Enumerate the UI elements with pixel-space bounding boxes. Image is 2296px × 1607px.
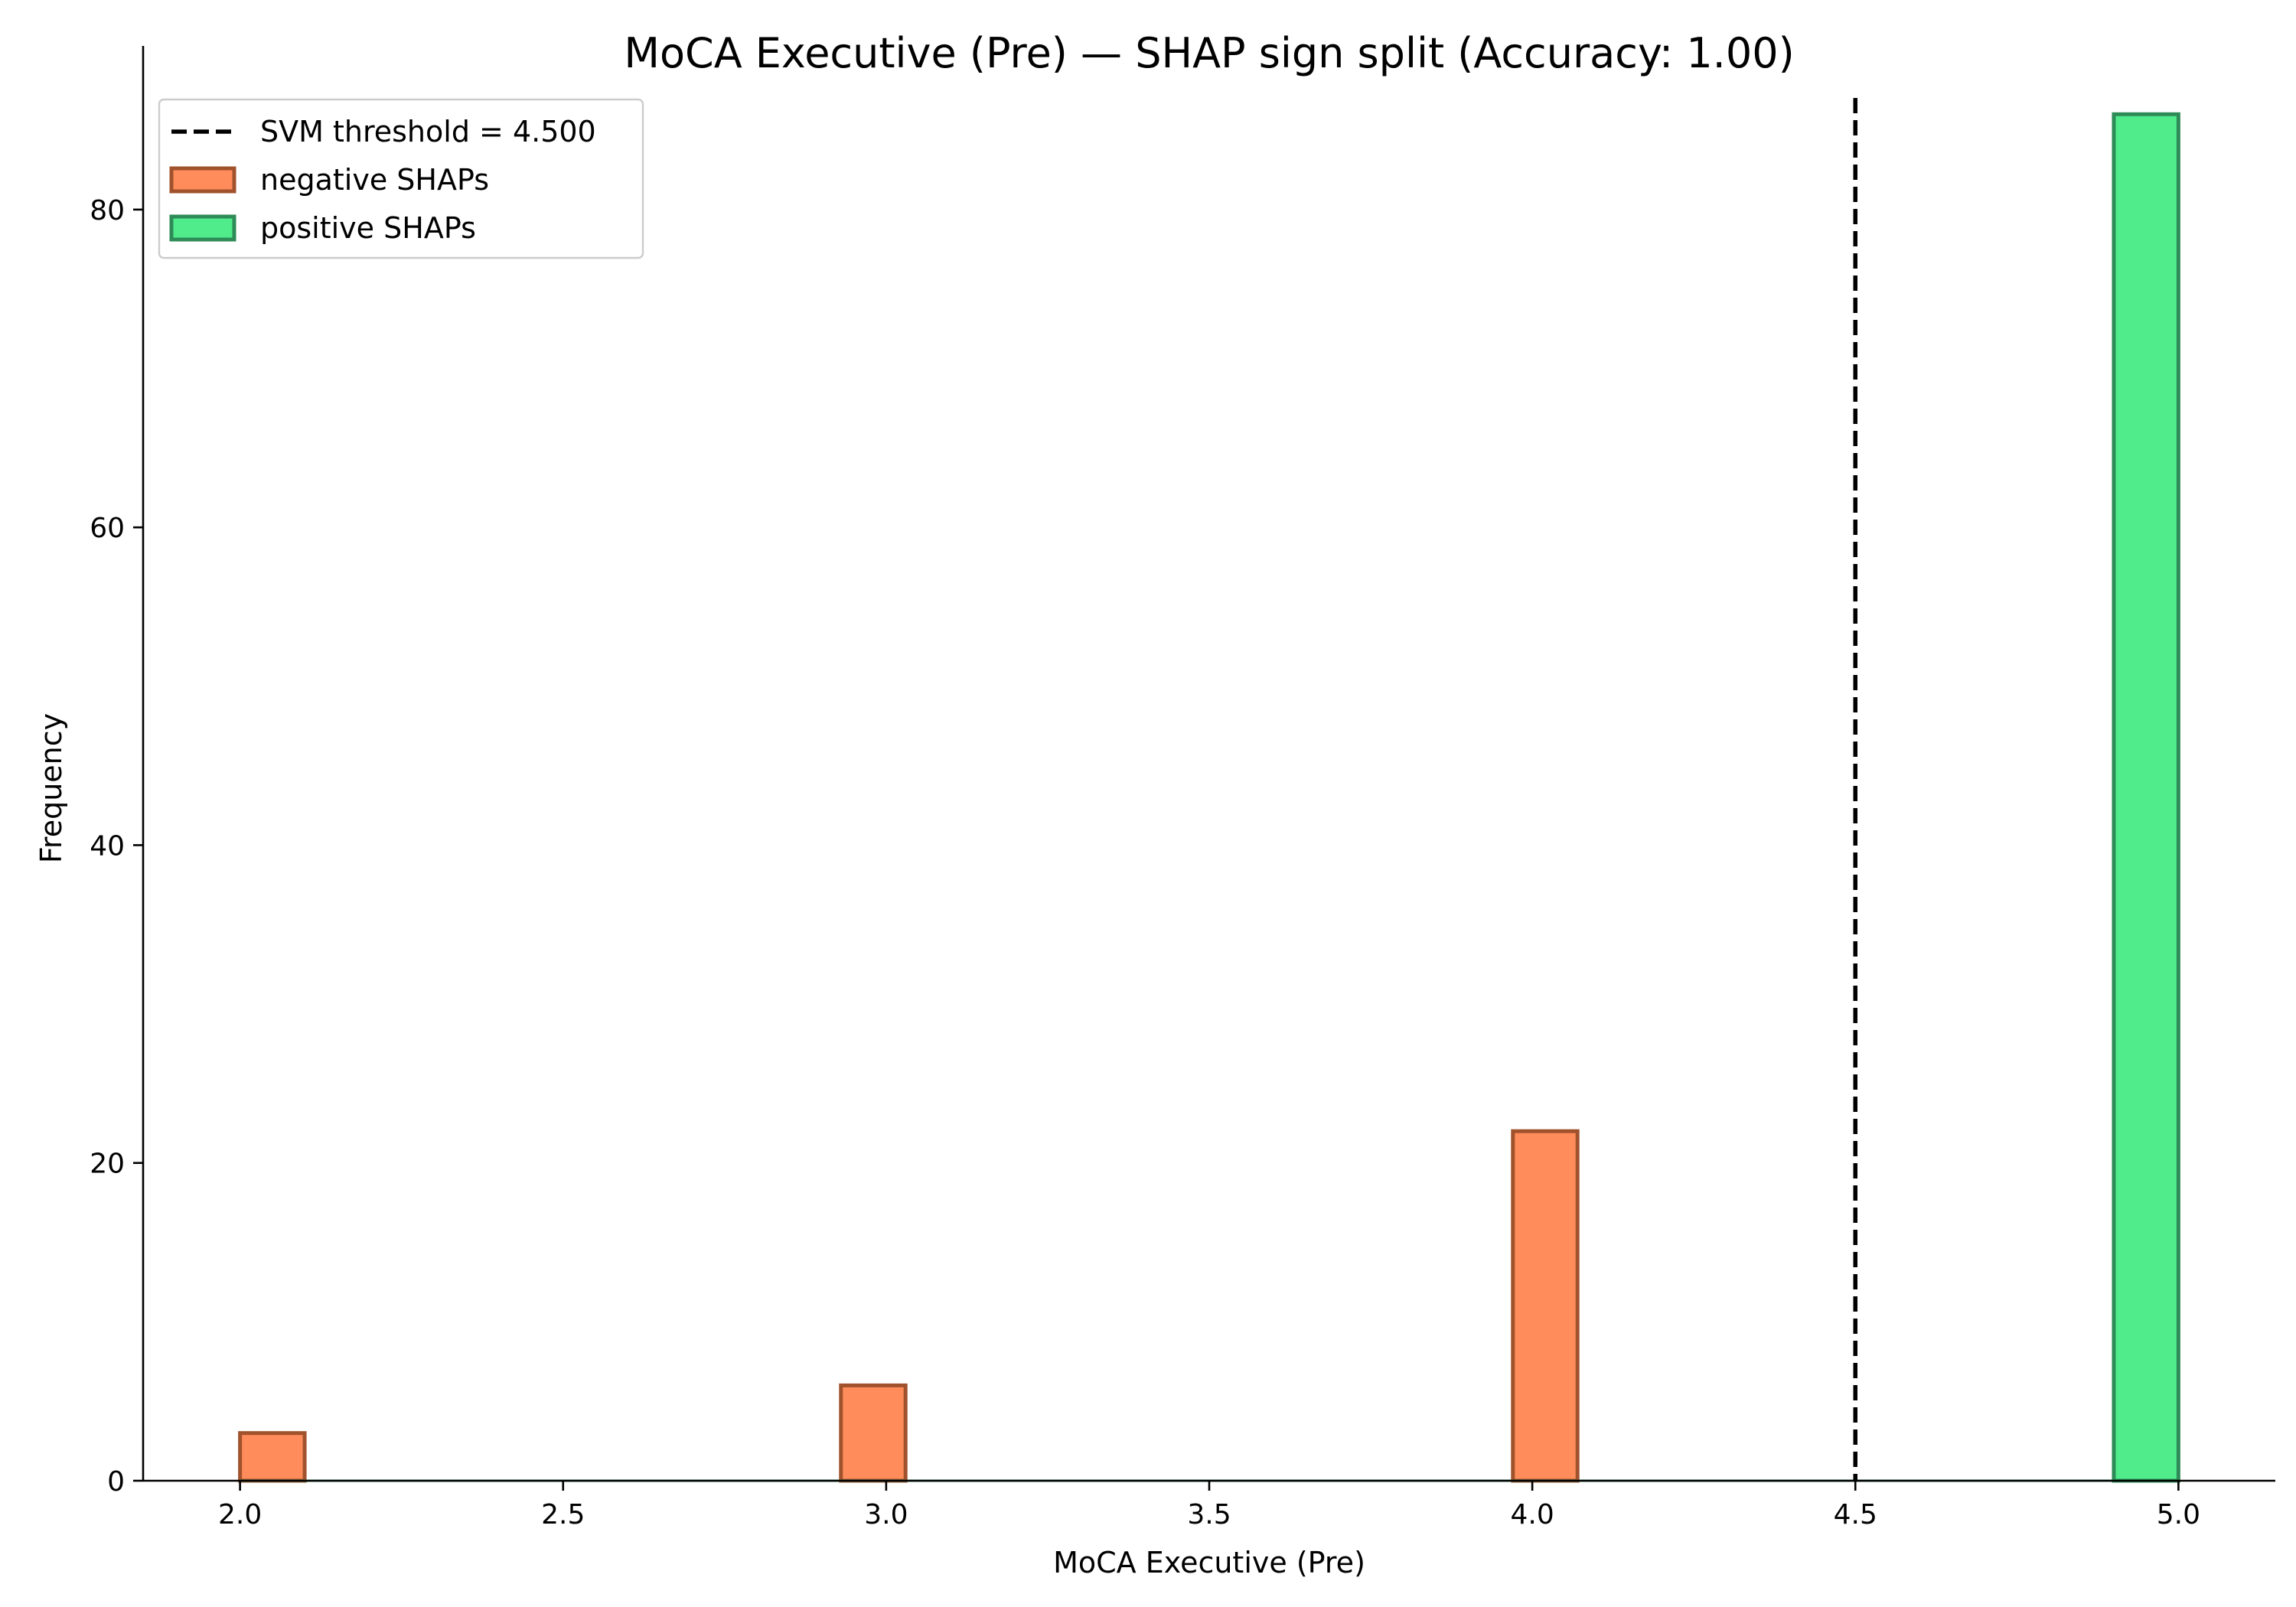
bars-layer: [238, 112, 2180, 1483]
legend-negative-swatch: [169, 166, 236, 194]
y-tick-label-4: 80: [90, 195, 125, 227]
y-tick-label-0: 0: [107, 1466, 125, 1498]
legend-positive-swatch: [169, 214, 236, 242]
legend-frame: [158, 98, 644, 259]
x-tick-label-3: 3.5: [1187, 1499, 1231, 1530]
legend: SVM threshold = 4.500 negative SHAPs pos…: [158, 98, 644, 259]
chart-title: MoCA Executive (Pre) — SHAP sign split (…: [624, 29, 1794, 77]
y-tick-label-3: 60: [90, 513, 125, 544]
positive-bar-0: [2112, 112, 2180, 1483]
legend-label-negative: negative SHAPs: [260, 163, 489, 197]
x-axis-label: MoCA Executive (Pre): [1053, 1546, 1365, 1579]
legend-label-threshold: SVM threshold = 4.500: [260, 115, 596, 148]
y-tick-label-2: 40: [90, 830, 125, 862]
negative-bar-2: [1511, 1129, 1580, 1483]
legend-label-positive: positive SHAPs: [260, 211, 476, 245]
x-ticks: 2.0 2.5 3.0 3.5 4.0 4.5 5.0: [218, 1481, 2200, 1530]
x-tick-label-6: 5.0: [2157, 1499, 2200, 1530]
x-tick-label-4: 4.0: [1510, 1499, 1554, 1530]
x-tick-label-0: 2.0: [218, 1499, 262, 1530]
y-axis-label: Frequency: [34, 713, 68, 863]
x-tick-label-1: 2.5: [541, 1499, 585, 1530]
x-tick-label-5: 4.5: [1834, 1499, 1877, 1530]
x-tick-label-2: 3.0: [864, 1499, 908, 1530]
negative-bar-0: [238, 1431, 307, 1483]
negative-bar-1: [839, 1383, 908, 1483]
y-tick-label-1: 20: [90, 1149, 125, 1180]
y-ticks: 0 20 40 60 80: [90, 195, 143, 1498]
